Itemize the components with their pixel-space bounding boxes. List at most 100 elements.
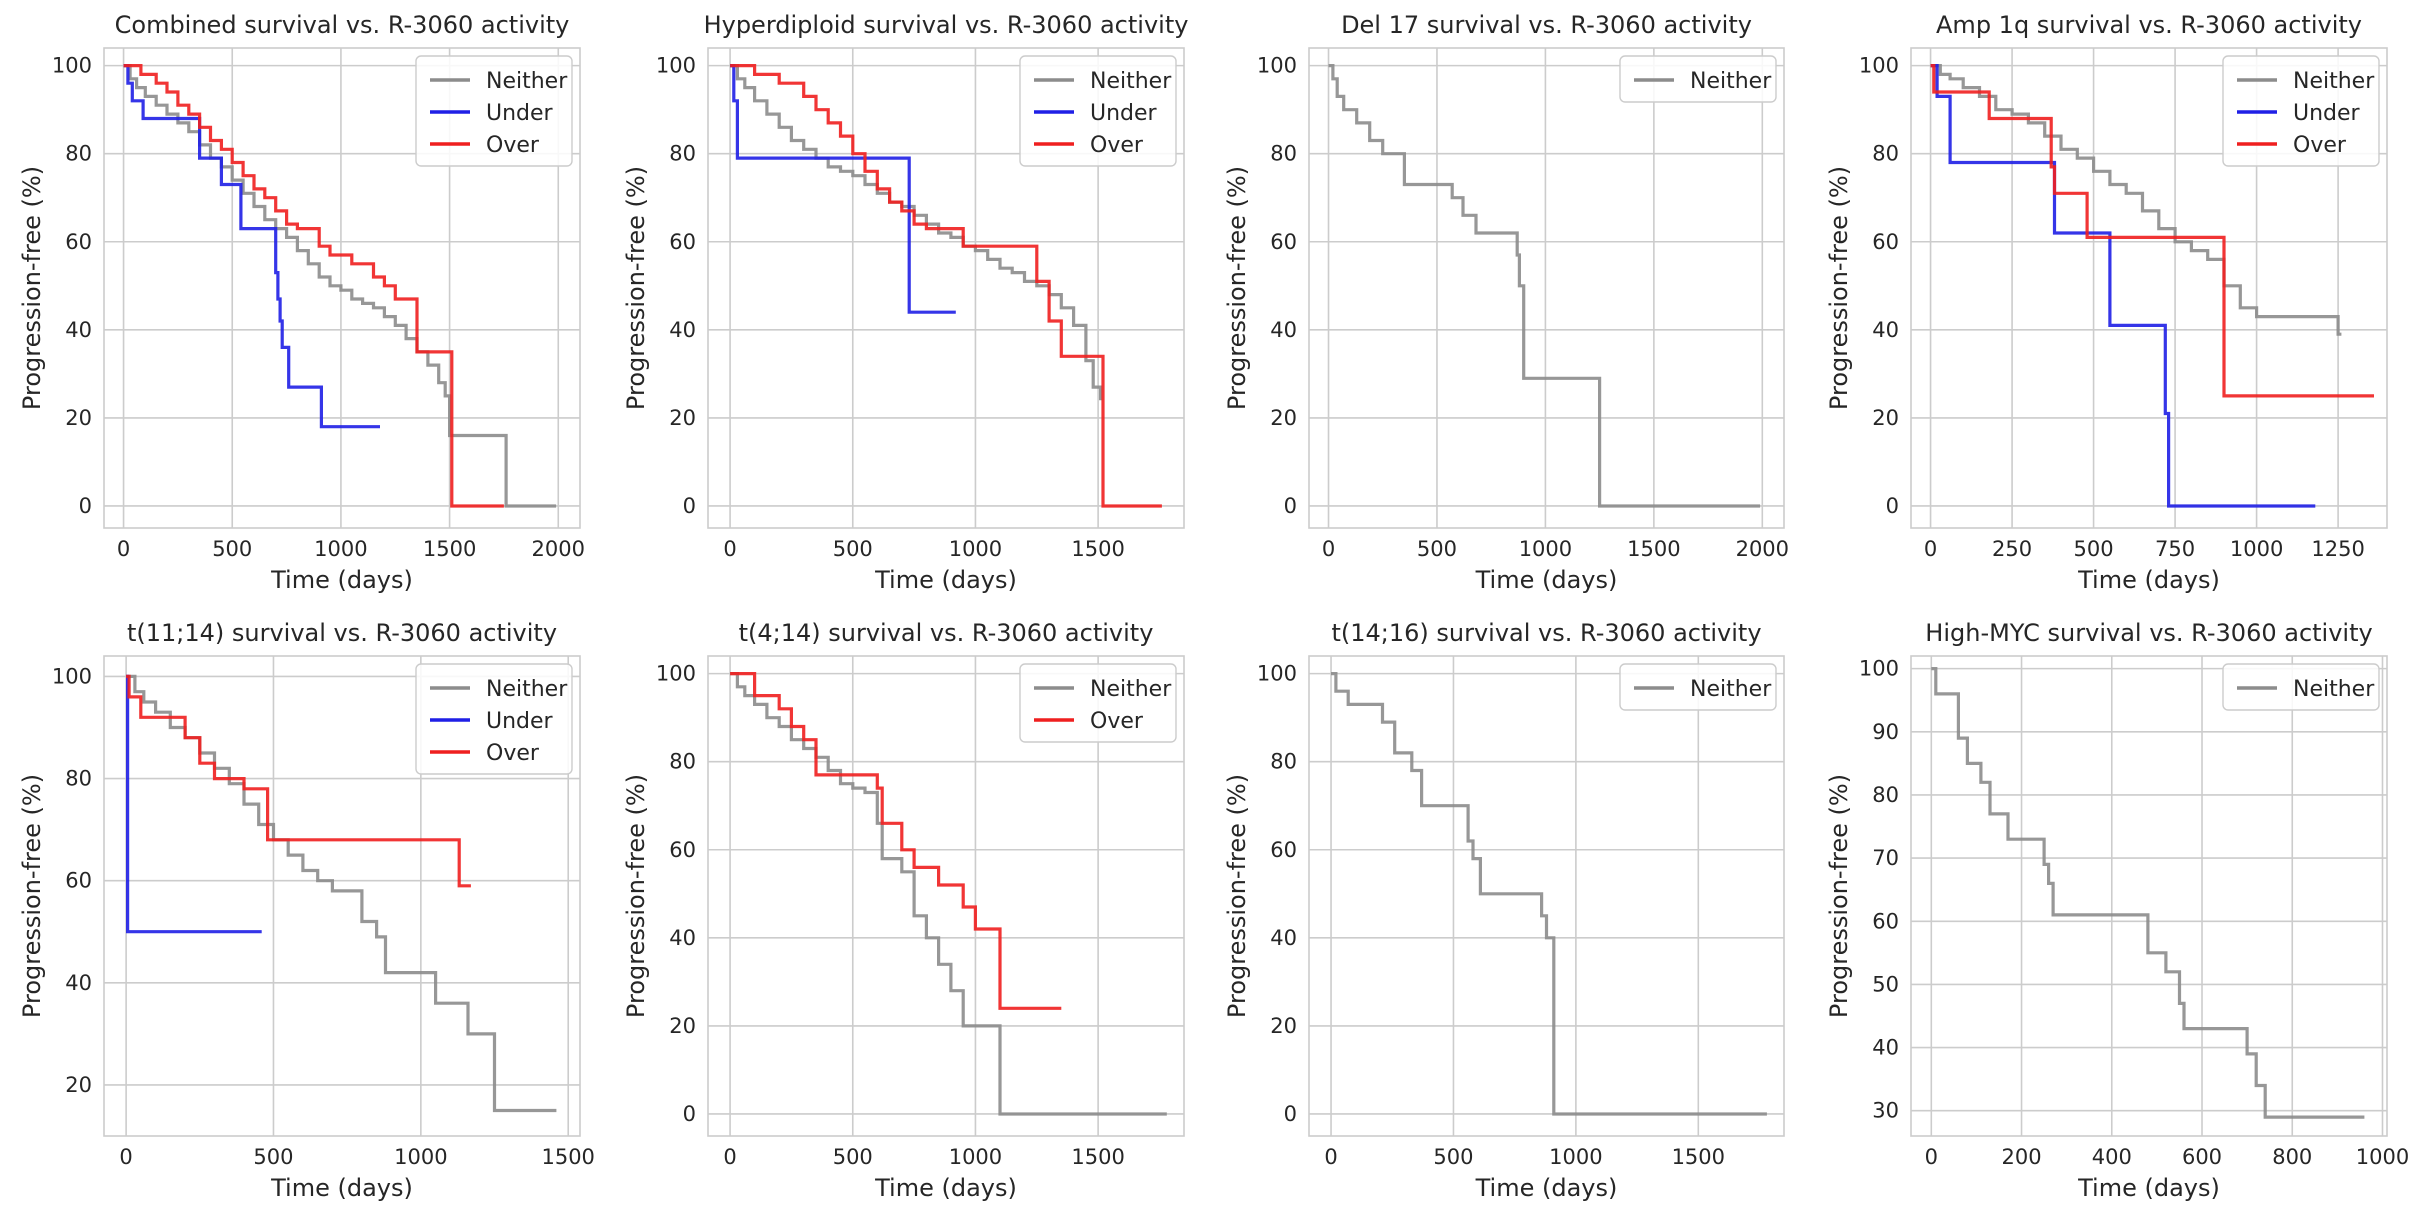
legend: Neither <box>1619 55 1777 103</box>
x-tick-label: 0 <box>723 1145 736 1169</box>
legend-label-neither: Neither <box>2293 677 2375 702</box>
subplot-8: 0 200 400 600 800 1000 30 40 50 60 70 80 90 100 High-M… <box>1825 619 2409 1202</box>
legend-box <box>1619 55 1777 103</box>
x-tick-label: 0 <box>119 1145 132 1169</box>
y-tick-label: 20 <box>65 1073 92 1097</box>
legend-box <box>1019 55 1177 167</box>
series-line-over <box>126 674 471 888</box>
x-tick-label: 1000 <box>1549 1145 1602 1169</box>
plot-frame <box>103 47 581 529</box>
series-line-neither <box>1930 63 2342 336</box>
y-tick-label: 40 <box>669 318 696 342</box>
plot-frame <box>707 47 1185 529</box>
y-tick-label: 60 <box>1872 909 1899 933</box>
y-tick-label: 60 <box>65 230 92 254</box>
y-tick-label: 20 <box>1872 406 1899 430</box>
y-tick-label: 40 <box>1872 1036 1899 1060</box>
y-axis-label: Progression-free (%) <box>1825 166 1853 410</box>
legend-label-over: Over <box>486 741 540 766</box>
y-tick-label: 20 <box>1270 406 1297 430</box>
y-tick-label: 80 <box>1270 142 1297 166</box>
legend-label-over: Over <box>1090 133 1144 158</box>
y-tick-label: 100 <box>656 662 696 686</box>
y-tick-label: 20 <box>1270 1014 1297 1038</box>
x-tick-label: 1000 <box>949 1145 1002 1169</box>
x-axis-label: Time (days) <box>874 566 1017 594</box>
x-tick-label: 800 <box>2272 1145 2312 1169</box>
y-tick-label: 100 <box>52 664 92 688</box>
chart-title: t(14;16) survival vs. R-3060 activity <box>1331 619 1761 647</box>
y-tick-label: 100 <box>1257 662 1297 686</box>
y-tick-label: 0 <box>1284 494 1297 518</box>
y-tick-label: 50 <box>1872 972 1899 996</box>
y-tick-label: 20 <box>65 406 92 430</box>
y-tick-label: 80 <box>669 750 696 774</box>
series-line-over <box>1930 63 2374 398</box>
legend: Neither Under Over <box>415 663 573 775</box>
y-tick-label: 80 <box>65 142 92 166</box>
x-tick-label: 0 <box>723 537 736 561</box>
x-axis-label: Time (days) <box>1475 1174 1618 1202</box>
legend-label-neither: Neither <box>1690 677 1772 702</box>
chart-title: Del 17 survival vs. R-3060 activity <box>1341 11 1752 39</box>
x-tick-label: 200 <box>2001 1145 2041 1169</box>
legend: Neither Under Over <box>415 55 573 167</box>
subplot-2: 0 500 1000 1500 0 20 40 60 80 100 Hyperdiploid sur… <box>622 11 1188 594</box>
x-tick-label: 500 <box>833 1145 873 1169</box>
series-line-under <box>123 63 380 429</box>
legend-label-neither: Neither <box>1690 69 1772 94</box>
x-tick-label: 0 <box>1925 1145 1938 1169</box>
legend-box <box>2222 663 2380 711</box>
chart-title: t(4;14) survival vs. R-3060 activity <box>739 619 1154 647</box>
chart-title: Amp 1q survival vs. R-3060 activity <box>1936 11 2362 39</box>
chart-title: High-MYC survival vs. R-3060 activity <box>1925 619 2372 647</box>
legend: Neither Under Over <box>1019 55 1177 167</box>
y-axis-label: Progression-free (%) <box>622 774 650 1018</box>
y-tick-label: 0 <box>683 494 696 518</box>
x-tick-label: 0 <box>1322 537 1335 561</box>
plot-frame <box>1910 47 2388 529</box>
legend-label-under: Under <box>486 709 554 734</box>
x-tick-label: 400 <box>2092 1145 2132 1169</box>
y-tick-label: 60 <box>669 230 696 254</box>
subplot-4: 0 250 500 750 1000 1250 0 20 40 60 80 100 Amp 1q sur… <box>1825 11 2388 594</box>
y-tick-label: 60 <box>1872 230 1899 254</box>
series-line-neither <box>1931 667 2365 1119</box>
legend: Neither Over <box>1019 663 1177 743</box>
x-tick-label: 1500 <box>1071 537 1124 561</box>
y-tick-label: 40 <box>1270 318 1297 342</box>
x-tick-label: 1000 <box>949 537 1002 561</box>
legend-box <box>415 55 573 167</box>
x-tick-label: 1250 <box>2311 537 2364 561</box>
series-line-over <box>123 63 504 508</box>
y-tick-label: 20 <box>669 406 696 430</box>
x-axis-label: Time (days) <box>2077 566 2220 594</box>
subplot-7: 0 500 1000 1500 0 20 40 60 80 100 t(14;16) surviva… <box>1223 619 1785 1202</box>
x-tick-label: 500 <box>833 537 873 561</box>
y-tick-label: 100 <box>1257 54 1297 78</box>
legend-label-neither: Neither <box>1090 677 1172 702</box>
plot-frame <box>1308 655 1785 1137</box>
y-axis-label: Progression-free (%) <box>1825 774 1853 1018</box>
legend: Neither Under Over <box>2222 55 2380 167</box>
y-tick-label: 100 <box>656 54 696 78</box>
x-tick-label: 500 <box>2074 537 2114 561</box>
series-line-under <box>126 674 262 934</box>
x-tick-label: 1500 <box>423 537 476 561</box>
legend-label-over: Over <box>1090 709 1144 734</box>
y-axis-label: Progression-free (%) <box>1223 774 1251 1018</box>
plot-frame <box>103 655 581 1137</box>
plot-frame <box>1910 655 2388 1137</box>
y-tick-label: 0 <box>1886 494 1899 518</box>
legend-box <box>2222 55 2380 167</box>
x-axis-label: Time (days) <box>1475 566 1618 594</box>
x-tick-label: 0 <box>117 537 130 561</box>
legend-label-neither: Neither <box>2293 69 2375 94</box>
y-tick-label: 40 <box>65 971 92 995</box>
y-tick-label: 80 <box>1270 750 1297 774</box>
legend-label-under: Under <box>2293 101 2361 126</box>
y-axis-label: Progression-free (%) <box>622 166 650 410</box>
series-line-neither <box>1331 672 1767 1116</box>
x-tick-label: 500 <box>1417 537 1457 561</box>
